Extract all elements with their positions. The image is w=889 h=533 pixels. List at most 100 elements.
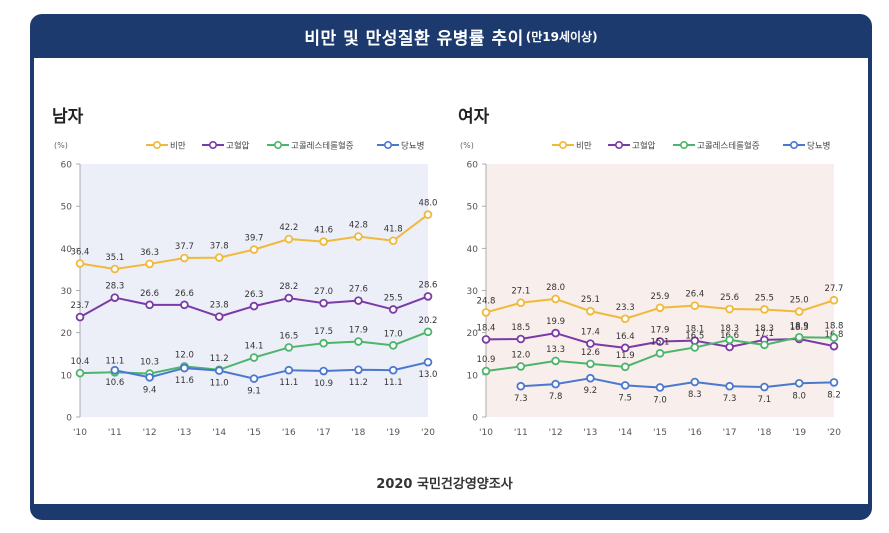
data-point xyxy=(354,365,363,375)
chart-female: 여자 (%) 비만 고혈압 고콜레스테롤혈증 당뇨병 0 10 20 30 40 50 60 '10 '11… xyxy=(458,92,848,442)
x-tick-label: '19 xyxy=(792,428,806,438)
data-label: 8.0 xyxy=(792,391,806,401)
legend-marker-2 xyxy=(274,140,283,149)
x-tick-label: '20 xyxy=(421,428,435,438)
data-point xyxy=(829,378,839,387)
data-label: 39.7 xyxy=(245,234,264,244)
data-label: 10.6 xyxy=(105,378,124,388)
data-label: 41.6 xyxy=(314,226,333,236)
data-label: 12.0 xyxy=(175,350,194,360)
data-point xyxy=(354,337,363,346)
data-point xyxy=(829,341,839,351)
data-label: 7.3 xyxy=(514,394,528,404)
data-point xyxy=(180,363,189,373)
x-tick-label: '12 xyxy=(143,428,157,438)
legend-label-2: 고콜레스테롤혈증 xyxy=(291,141,354,152)
data-point xyxy=(725,381,734,391)
y-tick-label: 20 xyxy=(61,329,73,339)
data-label: 36.4 xyxy=(71,248,90,258)
data-point xyxy=(516,298,526,308)
y-tick-label: 60 xyxy=(467,161,479,171)
data-label: 42.2 xyxy=(279,223,298,233)
data-label: 14.1 xyxy=(245,342,264,352)
data-label: 9.4 xyxy=(143,385,157,395)
data-point xyxy=(214,366,224,375)
data-point xyxy=(75,312,85,322)
data-point xyxy=(423,327,433,337)
data-label: 25.0 xyxy=(790,296,809,306)
data-point xyxy=(829,295,839,305)
data-label: 19.9 xyxy=(546,317,565,327)
data-label: 11.1 xyxy=(279,378,298,388)
data-point xyxy=(110,264,120,274)
data-label: 18.3 xyxy=(755,324,774,334)
data-label: 37.8 xyxy=(210,242,229,252)
y-tick-label: 30 xyxy=(467,287,479,297)
y-tick-label: 10 xyxy=(61,371,73,381)
data-label: 16.5 xyxy=(279,331,298,341)
data-point xyxy=(249,353,259,362)
data-point xyxy=(690,343,700,352)
data-point xyxy=(319,237,328,246)
data-point xyxy=(620,362,630,372)
data-point xyxy=(794,333,804,342)
data-point xyxy=(249,374,259,383)
data-label: 12.6 xyxy=(581,348,600,358)
data-point xyxy=(620,381,630,390)
y-unit-label: (%) xyxy=(54,141,68,150)
chart-title: 남자 xyxy=(52,107,84,127)
data-label: 10.9 xyxy=(314,379,333,389)
data-label: 26.3 xyxy=(245,290,264,300)
data-label: 37.7 xyxy=(175,242,194,252)
data-label: 10.9 xyxy=(477,355,496,365)
data-label: 18.4 xyxy=(477,323,496,333)
data-point xyxy=(760,305,769,314)
data-point xyxy=(110,365,120,375)
title-sub: (만19세이상) xyxy=(525,29,598,44)
data-label: 11.6 xyxy=(175,376,194,386)
data-point xyxy=(214,312,224,321)
x-tick-label: '14 xyxy=(618,428,632,438)
data-label: 12.0 xyxy=(511,350,530,360)
data-point xyxy=(481,308,491,317)
data-point xyxy=(388,236,398,246)
data-label: 7.5 xyxy=(618,393,632,403)
legend-marker-0 xyxy=(153,140,162,149)
data-point xyxy=(829,333,839,343)
data-label: 48.0 xyxy=(419,199,438,209)
x-tick-label: '16 xyxy=(688,428,702,438)
data-point xyxy=(586,373,595,383)
x-tick-label: '15 xyxy=(653,428,667,438)
data-label: 17.9 xyxy=(651,326,670,336)
y-tick-label: 40 xyxy=(467,245,479,255)
data-label: 11.2 xyxy=(349,378,368,388)
data-point xyxy=(423,210,433,219)
data-point xyxy=(423,357,433,367)
data-label: 15.1 xyxy=(651,337,670,347)
legend-label-1: 고혈압 xyxy=(632,141,656,152)
x-tick-label: '18 xyxy=(757,428,771,438)
y-tick-label: 40 xyxy=(61,245,73,255)
data-point xyxy=(516,334,526,344)
data-label: 16.5 xyxy=(685,331,704,341)
data-label: 27.0 xyxy=(314,287,333,297)
data-label: 7.1 xyxy=(758,395,772,405)
data-point xyxy=(655,303,665,313)
data-label: 17.9 xyxy=(349,326,368,336)
legend-marker-1 xyxy=(615,140,624,149)
x-tick-label: '13 xyxy=(583,428,597,438)
series-line-3 xyxy=(520,377,835,389)
x-tick-label: '12 xyxy=(549,428,563,438)
data-label: 10.4 xyxy=(71,357,90,367)
data-point xyxy=(180,300,189,310)
data-label: 7.3 xyxy=(723,394,737,404)
chart-female-svg: 여자 (%) 비만 고혈압 고콜레스테롤혈증 당뇨병 0 10 20 30 40 50 60 '10 '11… xyxy=(458,107,843,438)
data-point xyxy=(690,301,700,310)
y-unit-label: (%) xyxy=(460,141,474,150)
legend-marker-3 xyxy=(383,140,392,149)
data-label: 23.3 xyxy=(616,303,635,313)
data-point xyxy=(214,253,224,262)
data-label: 18.5 xyxy=(790,323,809,333)
data-point xyxy=(354,232,363,241)
data-label: 25.9 xyxy=(651,292,670,302)
